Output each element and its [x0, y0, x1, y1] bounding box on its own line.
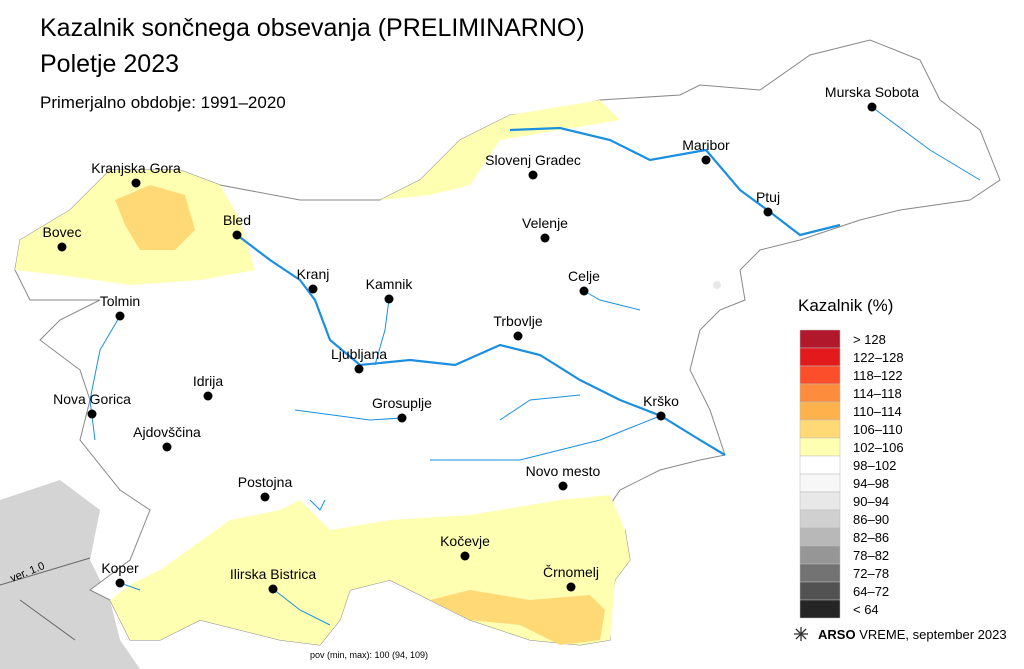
city-label: Bled	[223, 212, 251, 228]
legend-swatch	[799, 383, 841, 403]
city-label: Bovec	[43, 224, 82, 240]
city-label: Postojna	[238, 474, 293, 490]
city-label: Kranjska Gora	[91, 160, 181, 176]
legend-title: Kazalnik (%)	[798, 296, 893, 315]
subtitle: Poletje 2023	[40, 50, 179, 78]
city-dot	[115, 311, 125, 321]
class-areas	[15, 100, 721, 645]
legend-swatch	[799, 419, 841, 439]
legend-label: 102–106	[853, 440, 904, 455]
legend-label: 94–98	[853, 476, 889, 491]
city-label: Ilirska Bistrica	[230, 566, 317, 582]
legend-label: 72–78	[853, 566, 889, 581]
legend-swatch	[799, 329, 841, 349]
legend-swatch	[799, 581, 841, 601]
city-label: Murska Sobota	[825, 84, 919, 100]
footer-text: VREME, september 2023	[859, 627, 1006, 642]
city-dot	[115, 578, 125, 588]
city-dot	[203, 391, 213, 401]
city-dot	[260, 492, 270, 502]
legend-label: > 128	[853, 332, 886, 347]
period: Primerjalno obdobje: 1991–2020	[40, 93, 286, 112]
city-dot	[232, 230, 242, 240]
legend-label: 82–86	[853, 530, 889, 545]
city-label: Kranj	[297, 266, 330, 282]
legend-swatch	[799, 401, 841, 421]
city-label: Črnomelj	[543, 564, 599, 580]
city-dot	[354, 364, 364, 374]
city-dot	[656, 411, 666, 421]
city-label: Ajdovščina	[133, 424, 201, 440]
city-dot	[867, 102, 877, 112]
city-label: Maribor	[682, 137, 730, 153]
legend-label: 110–114	[853, 404, 902, 419]
city-label: Kočevje	[440, 533, 490, 549]
city-dot	[579, 286, 589, 296]
legend-label: 118–122	[853, 368, 903, 383]
border-line	[19, 599, 76, 641]
cities: Murska Sobota Maribor Slovenj Gradec Ptuj Kr…	[43, 84, 919, 594]
city-label: Grosuplje	[372, 395, 432, 411]
city-label: Ljubljana	[331, 346, 387, 362]
legend-swatch	[799, 455, 841, 475]
legend-label: 114–118	[853, 386, 902, 401]
city-label: Celje	[568, 268, 600, 284]
legend-swatch	[799, 437, 841, 457]
neighbour-area	[0, 480, 140, 669]
legend-swatch	[799, 527, 841, 547]
city-label: Ptuj	[756, 189, 780, 205]
legend-label: 90–94	[853, 494, 889, 509]
legend-swatch	[799, 491, 841, 511]
city-dot	[528, 170, 538, 180]
city-label: Idrija	[193, 373, 224, 389]
city-label: Kamnik	[366, 276, 414, 292]
city-dot	[384, 294, 394, 304]
city-label: Nova Gorica	[53, 391, 131, 407]
legend-label: 122–128	[853, 350, 904, 365]
legend-label: < 64	[853, 602, 879, 617]
stats: pov (min, max): 100 (94, 109)	[310, 650, 428, 660]
city-dot	[87, 409, 97, 419]
rivers	[89, 106, 981, 626]
legend-swatch	[799, 365, 841, 385]
legend-label: 78–82	[853, 548, 889, 563]
city-label: Velenje	[522, 215, 568, 231]
title: Kazalnik sončnega obsevanja (PRELIMINARN…	[40, 14, 585, 42]
city-dot	[162, 442, 172, 452]
city-dot	[460, 551, 470, 561]
legend-swatch	[799, 545, 841, 565]
city-dot	[540, 233, 550, 243]
city-dot	[558, 481, 568, 491]
city-dot	[308, 284, 318, 294]
legend-swatch	[799, 563, 841, 583]
city-dot	[566, 582, 576, 592]
city-label: Krško	[643, 393, 679, 409]
legend-label: 64–72	[853, 584, 889, 599]
legend-swatch	[799, 599, 841, 619]
city-label: Novo mesto	[526, 463, 601, 479]
city-label: Slovenj Gradec	[485, 152, 581, 168]
legend-swatch	[799, 347, 841, 367]
city-label: Tolmin	[100, 293, 140, 309]
legend-swatch	[799, 473, 841, 493]
city-label: Trbovlje	[493, 313, 542, 329]
city-dot	[397, 413, 407, 423]
city-label: Koper	[101, 560, 139, 576]
legend-label: 106–110	[853, 422, 903, 437]
logo-icon	[794, 627, 808, 641]
city-dot	[131, 178, 141, 188]
city-dot	[57, 242, 67, 252]
legend-label: 98–102	[853, 458, 896, 473]
brand: ARSO	[818, 627, 856, 642]
city-dot	[268, 584, 278, 594]
footer: ARSO VREME, september 2023	[818, 627, 1007, 642]
city-dot	[763, 207, 773, 217]
border-line	[0, 557, 91, 586]
legend: > 128 122–128 118–122 114–118 110–114 106–110…	[799, 329, 904, 619]
legend-swatch	[799, 509, 841, 529]
city-dot	[513, 331, 523, 341]
legend-label: 86–90	[853, 512, 889, 527]
city-dot	[701, 155, 711, 165]
